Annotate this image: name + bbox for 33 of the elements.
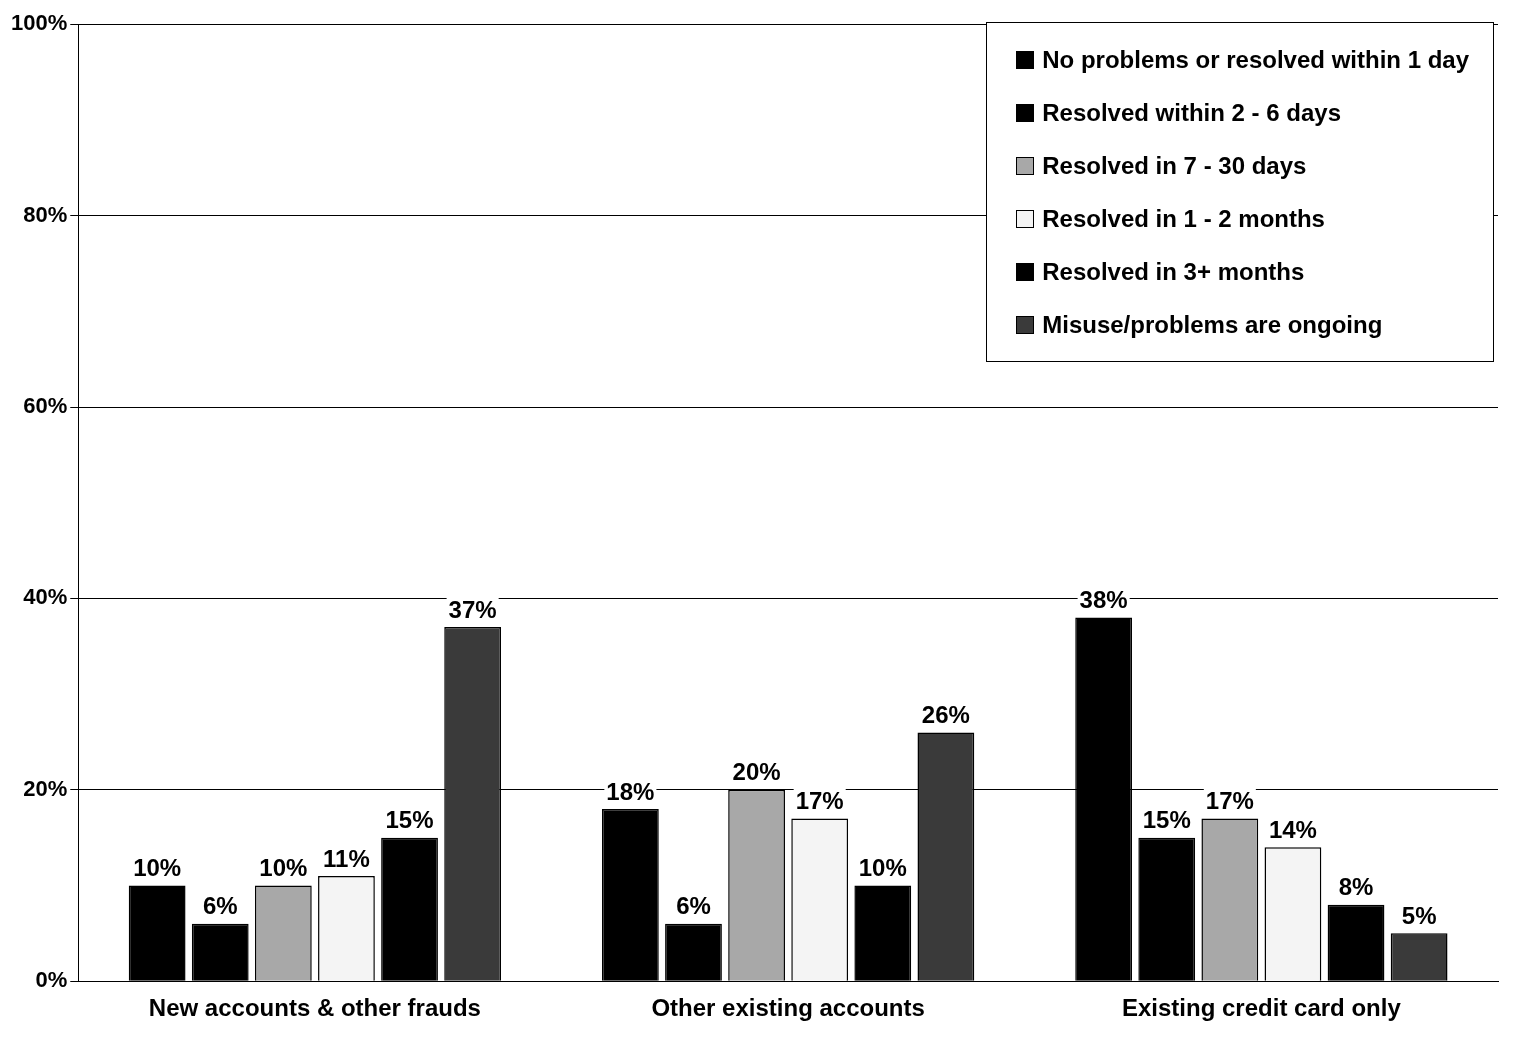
data-label: 10% bbox=[858, 854, 907, 882]
legend-label: Resolved within 2 - 6 days bbox=[1042, 98, 1341, 127]
y-tick-label: 40% bbox=[23, 584, 68, 610]
legend-label: Resolved in 7 - 30 days bbox=[1042, 151, 1307, 180]
data-label: 20% bbox=[732, 758, 781, 786]
y-tick-label: 20% bbox=[23, 775, 68, 801]
y-tick-label: 0% bbox=[35, 967, 68, 993]
data-label: 18% bbox=[606, 777, 655, 805]
data-label: 17% bbox=[1205, 787, 1254, 815]
y-tick-label: 100% bbox=[10, 10, 68, 36]
data-label: 15% bbox=[1142, 806, 1191, 834]
data-label: 6% bbox=[676, 892, 711, 920]
legend-label: Resolved in 1 - 2 months bbox=[1042, 204, 1325, 233]
data-label: 11% bbox=[323, 844, 370, 872]
data-label: 14% bbox=[1268, 815, 1317, 843]
x-tick-label: Existing credit card only bbox=[1122, 994, 1402, 1022]
data-label: 38% bbox=[1079, 586, 1128, 614]
x-tick-label: Other existing accounts bbox=[651, 994, 925, 1022]
legend-label: Resolved in 3+ months bbox=[1042, 257, 1305, 286]
data-label: 8% bbox=[1338, 873, 1374, 901]
x-tick-label: New accounts & other frauds bbox=[148, 994, 481, 1022]
data-label: 10% bbox=[259, 854, 308, 882]
data-label: 10% bbox=[133, 854, 182, 882]
legend-label: Misuse/problems are ongoing bbox=[1042, 310, 1383, 339]
legend-label: No problems or resolved within 1 day bbox=[1042, 45, 1469, 74]
data-label: 26% bbox=[921, 701, 970, 729]
data-label: 37% bbox=[448, 595, 497, 623]
data-label: 15% bbox=[385, 806, 434, 834]
y-tick-label: 60% bbox=[23, 393, 68, 419]
data-label: 6% bbox=[202, 892, 238, 920]
y-tick-label: 80% bbox=[23, 201, 68, 227]
data-label: 17% bbox=[795, 787, 844, 815]
data-label: 5% bbox=[1401, 901, 1437, 929]
